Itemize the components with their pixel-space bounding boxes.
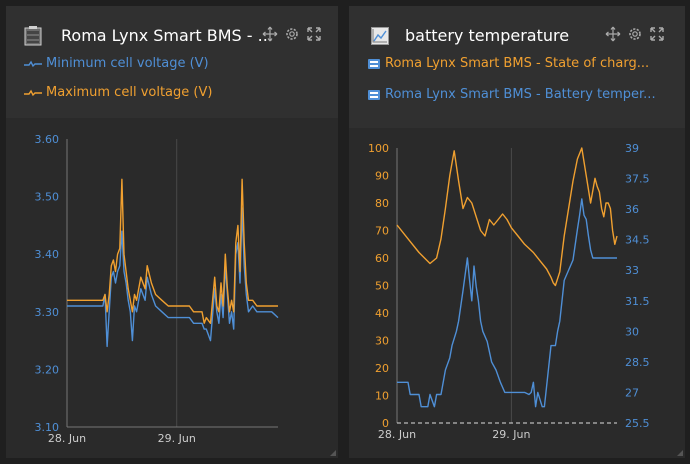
y-tick-label: 90 (375, 170, 389, 183)
series-line (397, 198, 617, 408)
y-tick-label: 50 (375, 280, 389, 293)
legend-label: Roma Lynx Smart BMS - State of charg... (385, 56, 650, 71)
series-line (396, 147, 618, 287)
x-tick-label: 28. Jun (378, 428, 416, 441)
y2-tick-label: 37.5 (625, 173, 650, 186)
legend-item-state-of-charge[interactable]: Roma Lynx Smart BMS - State of charg... (367, 56, 649, 71)
y-tick-label: 70 (375, 225, 389, 238)
fullscreen-icon[interactable] (649, 26, 665, 42)
x-tick-label: 28. Jun (48, 432, 86, 445)
widget-header: battery temperature Roma Lynx Smart BMS … (349, 6, 685, 114)
y-tick-label: 30 (375, 335, 389, 348)
y-tick-label: 3.50 (35, 191, 60, 204)
y-tick-label: 40 (375, 307, 389, 320)
y-tick-label: 3.40 (35, 248, 60, 261)
x-tick-label: 29. Jun (492, 428, 530, 441)
y2-tick-label: 34.5 (625, 234, 650, 247)
series-line (67, 178, 278, 324)
voltage-widget: Roma Lynx Smart BMS - ... Minimum cell v… (6, 6, 338, 458)
gear-icon[interactable] (284, 26, 300, 42)
temperature-chart: 0 10 20 30 40 50 60 70 80 90 100 25.5 27 28.5 30 31.5 33… (368, 142, 650, 441)
device-icon (368, 89, 380, 100)
legend-label: Minimum cell voltage (V) (46, 56, 209, 71)
chart-area[interactable]: 0 10 20 30 40 50 60 70 80 90 100 25.5 27 28.5 30 31.5 33… (349, 128, 685, 458)
y-tick-label: 100 (368, 142, 389, 155)
legend-label: Maximum cell voltage (V) (46, 85, 213, 100)
temperature-widget: battery temperature Roma Lynx Smart BMS … (349, 6, 685, 458)
resize-handle[interactable] (330, 450, 336, 456)
y2-tick-label: 28.5 (625, 356, 650, 369)
y-tick-label: 3.60 (35, 133, 60, 146)
x-tick-label: 29. Jun (158, 432, 196, 445)
battery-icon (24, 26, 42, 46)
y-tick-label: 10 (375, 390, 389, 403)
legend-label: Roma Lynx Smart BMS - Battery temper... (385, 87, 656, 102)
y-tick-label: 80 (375, 197, 389, 210)
y2-tick-label: 36 (625, 203, 639, 216)
y2-tick-label: 30 (625, 325, 639, 338)
y2-tick-label: 31.5 (625, 295, 650, 308)
y2-tick-label: 39 (625, 142, 639, 155)
y-tick-label: 3.30 (35, 306, 60, 319)
y-tick-label: 3.10 (35, 421, 60, 434)
widget-header: Roma Lynx Smart BMS - ... Minimum cell v… (6, 6, 338, 114)
y-tick-label: 60 (375, 252, 389, 265)
legend-item-max-voltage[interactable]: Maximum cell voltage (V) (24, 85, 212, 100)
y2-tick-label: 25.5 (625, 417, 650, 430)
fullscreen-icon[interactable] (306, 26, 322, 42)
y-tick-label: 3.20 (35, 363, 60, 376)
y-tick-label: 20 (375, 362, 389, 375)
legend-item-min-voltage[interactable]: Minimum cell voltage (V) (24, 56, 209, 71)
legend-line-icon (24, 89, 42, 96)
y-tick-label: 0 (382, 417, 389, 430)
y2-tick-label: 27 (625, 386, 639, 399)
move-icon[interactable] (262, 26, 278, 42)
chart-area[interactable]: 3.10 3.20 3.30 3.40 3.50 3.60 28. Jun 29. Jun (6, 118, 338, 458)
voltage-chart: 3.10 3.20 3.30 3.40 3.50 3.60 28. Jun 29. Jun (35, 133, 279, 445)
device-icon (368, 58, 380, 69)
legend-line-icon (24, 60, 42, 67)
widget-title: battery temperature (405, 26, 570, 45)
widget-title: Roma Lynx Smart BMS - ... (61, 26, 273, 45)
resize-handle[interactable] (677, 450, 683, 456)
legend-item-battery-temperature[interactable]: Roma Lynx Smart BMS - Battery temper... (367, 87, 656, 102)
gear-icon[interactable] (627, 26, 643, 42)
y2-tick-label: 33 (625, 264, 639, 277)
move-icon[interactable] (605, 26, 621, 42)
line-chart-icon (371, 27, 389, 45)
